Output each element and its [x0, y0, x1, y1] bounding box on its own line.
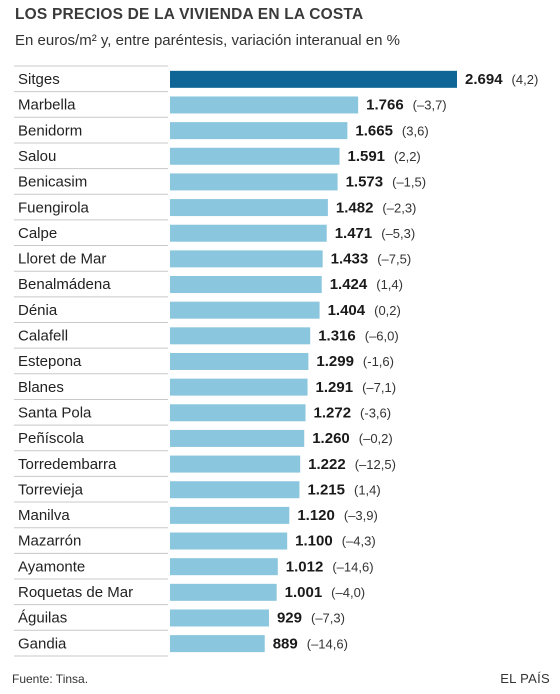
variation-label: (–5,3) [381, 226, 415, 241]
variation-label: (–7,1) [362, 380, 396, 395]
variation-label: (-1,6) [363, 354, 394, 369]
bar [170, 224, 327, 242]
category-label: Sitges [18, 71, 60, 88]
value-label: 1.299 [316, 353, 354, 370]
category-label: Torredembarra [18, 456, 117, 473]
variation-label: (–12,5) [355, 457, 396, 472]
bar [170, 635, 265, 653]
value-label: 889 [273, 635, 298, 652]
value-label: 1.433 [331, 251, 369, 268]
variation-label: (–3,7) [413, 98, 447, 113]
variation-label: (-3,6) [360, 405, 391, 420]
variation-label: (–2,3) [382, 200, 416, 215]
bar [170, 96, 359, 114]
value-label: 1.316 [318, 328, 356, 345]
category-label: Roquetas de Mar [18, 584, 133, 601]
value-label: 1.260 [312, 430, 350, 447]
category-label: Peñíscola [18, 430, 85, 447]
variation-label: (–14,6) [332, 559, 373, 574]
chart-title: LOS PRECIOS DE LA VIVIENDA EN LA COSTA [15, 6, 364, 23]
variation-label: (3,6) [402, 123, 429, 138]
variation-label: (1,4) [354, 482, 381, 497]
category-label: Gandia [18, 635, 67, 652]
variation-label: (–0,2) [359, 431, 393, 446]
value-label: 1.482 [336, 199, 374, 216]
chart-subtitle: En euros/m² y, entre paréntesis, variaci… [15, 32, 400, 49]
category-label: Torrevieja [18, 481, 84, 498]
category-label: Santa Pola [18, 404, 92, 421]
variation-label: (–3,9) [344, 508, 378, 523]
category-label: Benidorm [18, 122, 82, 139]
category-label: Mazarrón [18, 533, 81, 550]
bar [170, 506, 290, 524]
category-label: Estepona [18, 353, 82, 370]
value-label: 929 [277, 610, 302, 627]
bar [170, 532, 288, 550]
bar [170, 147, 340, 165]
value-label: 1.120 [297, 507, 335, 524]
bar [170, 404, 306, 422]
bar [170, 481, 300, 499]
value-label: 1.291 [316, 379, 354, 396]
category-label: Fuengirola [18, 199, 90, 216]
value-label: 1.001 [285, 584, 323, 601]
value-label: 1.766 [366, 97, 404, 114]
bar [170, 173, 338, 191]
publisher-credit: EL PAÍS [500, 671, 550, 686]
category-label: Calafell [18, 328, 68, 345]
value-label: 1.424 [330, 276, 368, 293]
bar [170, 122, 348, 140]
category-label: Marbella [18, 97, 76, 114]
variation-label: (–1,5) [392, 175, 426, 190]
bar [170, 429, 305, 447]
value-label: 1.471 [335, 225, 373, 242]
category-label: Salou [18, 148, 56, 165]
bar [170, 378, 308, 396]
category-label: Manilva [18, 507, 70, 524]
bar [170, 609, 269, 627]
bar [170, 558, 278, 576]
bar [170, 455, 301, 473]
variation-label: (–14,6) [307, 636, 348, 651]
variation-label: (–4,3) [342, 534, 376, 549]
value-label: 1.215 [307, 481, 345, 498]
category-label: Águilas [18, 610, 67, 627]
variation-label: (–7,3) [311, 611, 345, 626]
bar [170, 70, 457, 88]
category-label: Benicasim [18, 174, 87, 191]
value-label: 1.222 [308, 456, 346, 473]
bar [170, 199, 328, 217]
variation-label: (–4,0) [331, 585, 365, 600]
value-label: 1.404 [328, 302, 366, 319]
value-label: 1.272 [314, 404, 352, 421]
variation-label: (1,4) [376, 277, 403, 292]
value-label: 1.012 [286, 558, 324, 575]
category-label: Dénia [18, 302, 58, 319]
variation-label: (–7,5) [377, 252, 411, 267]
bar [170, 250, 323, 268]
bar [170, 301, 320, 319]
variation-label: (–6,0) [365, 329, 399, 344]
category-label: Lloret de Mar [18, 251, 106, 268]
value-label: 2.694 [465, 71, 503, 88]
value-label: 1.665 [355, 122, 393, 139]
source-note: Fuente: Tinsa. [12, 672, 89, 686]
bar [170, 327, 311, 345]
bar [170, 352, 309, 370]
category-label: Calpe [18, 225, 57, 242]
bar [170, 583, 277, 601]
category-label: Benalmádena [18, 276, 111, 293]
value-label: 1.591 [347, 148, 385, 165]
value-label: 1.573 [346, 174, 384, 191]
variation-label: (2,2) [394, 149, 421, 164]
value-label: 1.100 [295, 533, 333, 550]
category-label: Ayamonte [18, 558, 85, 575]
category-label: Blanes [18, 379, 64, 396]
variation-label: (4,2) [512, 72, 539, 87]
variation-label: (0,2) [374, 303, 401, 318]
bar [170, 276, 322, 294]
